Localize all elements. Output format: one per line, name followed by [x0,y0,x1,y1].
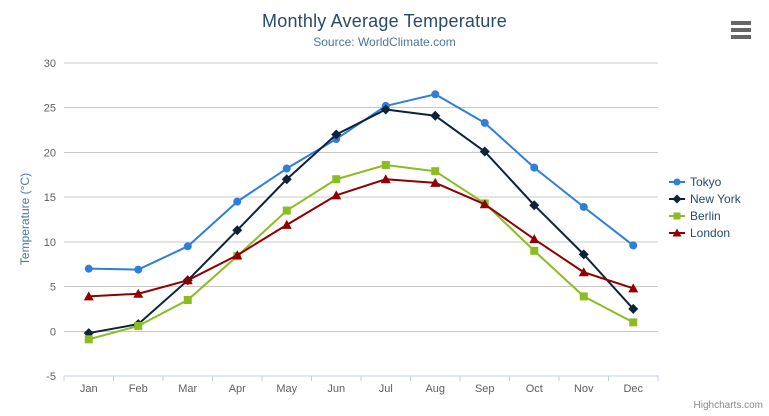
legend: Tokyo New York Berlin London [669,176,741,239]
highcharts-credit[interactable]: Highcharts.com [693,400,763,411]
legend-label: London [690,226,731,240]
series-line-new-york [87,108,635,335]
series-point-new-york[interactable] [331,129,342,140]
legend-marker-shape [673,178,681,186]
series-point-tokyo[interactable] [183,242,192,251]
y-axis-label: 25 [44,103,56,115]
x-axis-label: May [276,383,297,395]
series-point-london[interactable] [232,250,243,260]
series-point-london[interactable] [331,190,342,200]
series-point-new-york[interactable] [529,200,540,211]
y-axis-label: 10 [44,237,56,249]
series-point-new-york[interactable] [430,110,441,121]
x-axis-label: Jul [379,383,393,395]
chart-subtitle: Source: WorldClimate.com [313,35,456,49]
y-axis-label: 5 [50,282,56,294]
legend-marker-circle-icon [669,178,685,186]
legend-marker-shape [672,228,682,237]
series-point-tokyo[interactable] [579,202,588,211]
series-point-new-york[interactable] [380,104,391,115]
y-axis-label: 0 [50,326,56,338]
series-point-berlin[interactable] [431,167,440,176]
x-axis-label: Aug [425,383,445,395]
series-point-berlin[interactable] [530,246,539,255]
legend-marker-shape [672,194,682,204]
x-axis-label: Feb [129,383,148,395]
series-point-london[interactable] [479,199,490,209]
legend-label: New York [690,192,741,206]
series-point-london[interactable] [430,177,441,187]
series-point-berlin[interactable] [84,335,93,344]
series-point-tokyo[interactable] [233,197,242,206]
series-point-new-york[interactable] [628,303,639,314]
x-axis-label: Mar [178,383,197,395]
series-point-new-york[interactable] [232,225,243,236]
legend-marker-shape [673,212,681,220]
series-point-london[interactable] [529,234,540,244]
series-point-new-york[interactable] [578,249,589,260]
x-axis-label: Nov [574,383,594,395]
legend-marker-triangle-icon [669,228,685,237]
x-axis-label: Jun [327,383,345,395]
legend-item-berlin[interactable]: Berlin [669,210,741,222]
series-point-berlin[interactable] [629,318,638,327]
series-point-berlin[interactable] [332,175,341,184]
y-axis-label: 15 [44,192,56,204]
series-point-tokyo[interactable] [84,264,93,273]
x-axis-label: Sep [475,383,495,395]
x-axis-label: Dec [623,383,643,395]
series-point-london[interactable] [182,275,193,285]
series-point-london[interactable] [83,291,94,301]
hamburger-icon [731,21,751,39]
legend-label: Tokyo [690,175,722,189]
legend-marker-diamond-icon [669,194,685,204]
series-line-london [87,178,635,298]
series-point-berlin[interactable] [134,321,143,330]
y-axis-label: -5 [46,371,56,383]
series-line-berlin [87,163,635,341]
series-line-tokyo [87,93,635,271]
series-point-tokyo[interactable] [134,265,143,274]
legend-item-london[interactable]: London [669,227,741,239]
x-axis-label: Jan [80,383,98,395]
legend-marker-square-icon [669,212,685,220]
series-point-london[interactable] [281,219,292,229]
series-point-tokyo[interactable] [431,90,440,99]
series-point-berlin[interactable] [579,292,588,301]
export-menu-button[interactable] [729,19,753,41]
series-point-tokyo[interactable] [282,164,291,173]
x-axis-label: Oct [526,383,543,395]
series-point-berlin[interactable] [381,160,390,169]
series-point-tokyo[interactable] [629,241,638,250]
series-point-berlin[interactable] [183,295,192,304]
x-axis-label: Apr [229,383,246,395]
series-point-berlin[interactable] [282,206,291,215]
series-point-new-york[interactable] [479,146,490,157]
series-point-tokyo[interactable] [480,118,489,127]
series-point-london[interactable] [578,267,589,277]
chart-title: Monthly Average Temperature [262,11,507,31]
series-point-london[interactable] [133,288,144,298]
y-axis-label: 20 [44,147,56,159]
series-point-tokyo[interactable] [530,163,539,172]
series-point-new-york[interactable] [281,174,292,185]
series-point-london[interactable] [628,283,639,293]
legend-item-new-york[interactable]: New York [669,193,741,205]
y-axis-label: 30 [44,58,56,70]
legend-label: Berlin [690,209,721,223]
series-point-london[interactable] [380,174,391,184]
legend-item-tokyo[interactable]: Tokyo [669,176,741,188]
